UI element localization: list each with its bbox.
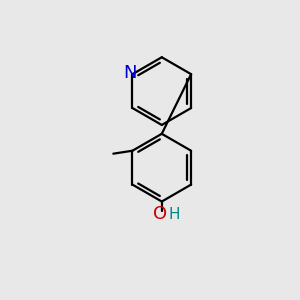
- Text: H: H: [168, 207, 180, 222]
- Text: N: N: [123, 64, 136, 82]
- Text: O: O: [153, 205, 167, 223]
